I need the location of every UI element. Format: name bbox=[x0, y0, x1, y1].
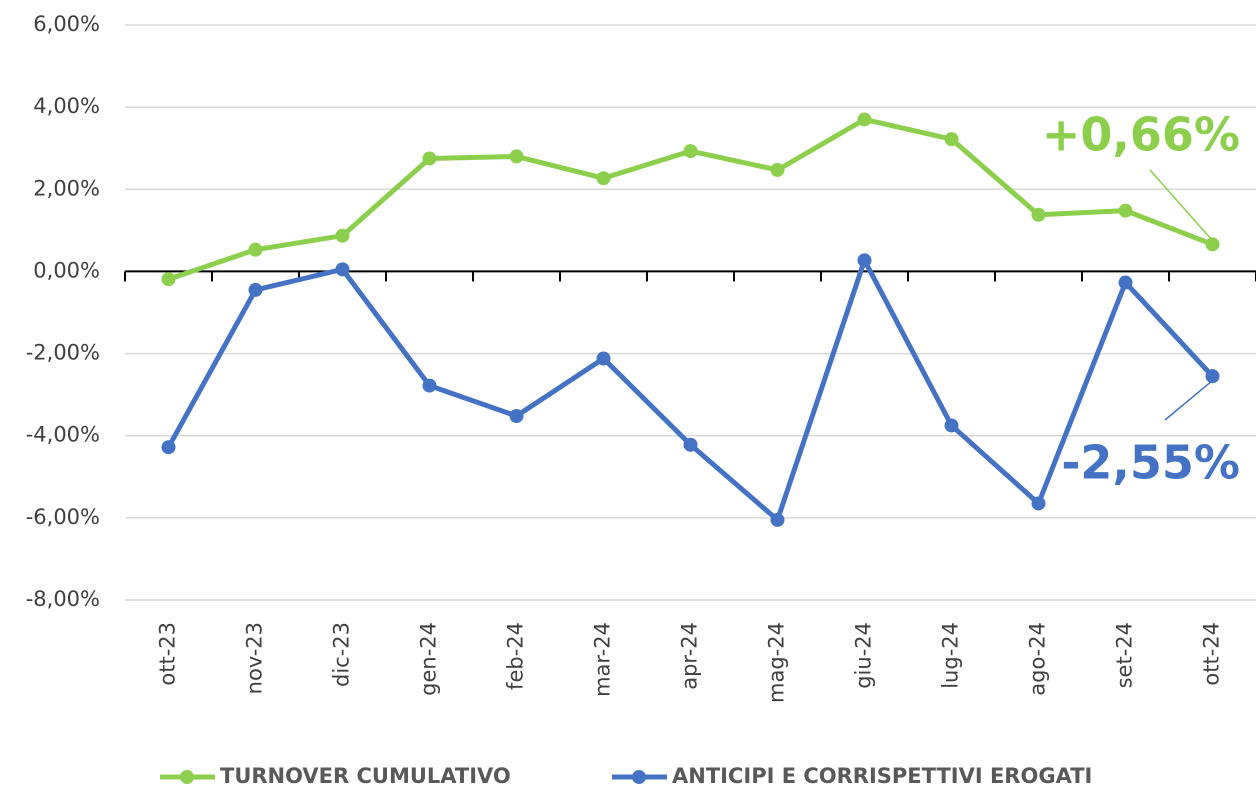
annotation-leader bbox=[1149, 169, 1212, 239]
point bbox=[335, 262, 350, 277]
point bbox=[1031, 207, 1046, 222]
legend-label: ANTICIPI E CORRISPETTIVI EROGATI bbox=[672, 764, 1092, 788]
series-line bbox=[166, 257, 1215, 523]
point bbox=[1205, 369, 1220, 384]
y-tick-label: 4,00% bbox=[33, 94, 100, 118]
x-tick-label: mag-24 bbox=[765, 622, 789, 703]
point bbox=[857, 253, 872, 268]
x-tick-label: ott-23 bbox=[156, 622, 180, 686]
x-tick-label: giu-24 bbox=[852, 622, 876, 689]
point bbox=[422, 378, 437, 393]
legend-marker bbox=[632, 770, 646, 784]
x-tick-label: ago-24 bbox=[1026, 622, 1050, 696]
x-tick-label: feb-24 bbox=[504, 622, 528, 690]
point bbox=[335, 228, 350, 243]
y-tick-label: 0,00% bbox=[33, 258, 100, 282]
point bbox=[683, 144, 698, 159]
x-tick-label: mar-24 bbox=[591, 622, 615, 697]
point bbox=[161, 272, 176, 287]
point bbox=[422, 151, 437, 166]
point bbox=[161, 440, 176, 455]
legend-marker bbox=[180, 770, 194, 784]
point bbox=[857, 112, 872, 127]
x-tick-label: ott-24 bbox=[1200, 622, 1224, 686]
x-tick-label: apr-24 bbox=[678, 622, 702, 690]
point bbox=[1031, 496, 1046, 511]
point bbox=[509, 149, 524, 164]
point bbox=[944, 418, 959, 433]
point bbox=[770, 162, 785, 177]
point bbox=[596, 171, 611, 186]
x-tick-label: lug-24 bbox=[939, 622, 963, 689]
point bbox=[248, 282, 263, 297]
y-tick-label: -2,00% bbox=[26, 341, 100, 365]
point bbox=[1118, 275, 1133, 290]
legend-label: TURNOVER CUMULATIVO bbox=[220, 764, 511, 788]
y-tick-label: -6,00% bbox=[26, 505, 100, 529]
y-tick-label: -8,00% bbox=[26, 587, 100, 611]
annotation-leader bbox=[1164, 381, 1211, 421]
point bbox=[1118, 203, 1133, 218]
annotation: +0,66% bbox=[1042, 108, 1240, 162]
x-tick-label: dic-23 bbox=[330, 622, 354, 687]
point bbox=[1205, 237, 1220, 252]
x-tick-label: nov-23 bbox=[243, 622, 267, 694]
point bbox=[944, 132, 959, 147]
x-tick-label: gen-24 bbox=[417, 622, 441, 696]
x-tick-label: set-24 bbox=[1113, 622, 1137, 688]
y-tick-label: -4,00% bbox=[26, 423, 100, 447]
y-tick-label: 6,00% bbox=[33, 12, 100, 36]
point bbox=[770, 512, 785, 527]
point bbox=[596, 351, 611, 366]
y-tick-label: 2,00% bbox=[33, 176, 100, 200]
annotation: -2,55% bbox=[1061, 436, 1240, 490]
point bbox=[683, 437, 698, 452]
point bbox=[509, 409, 524, 423]
point bbox=[248, 242, 263, 257]
